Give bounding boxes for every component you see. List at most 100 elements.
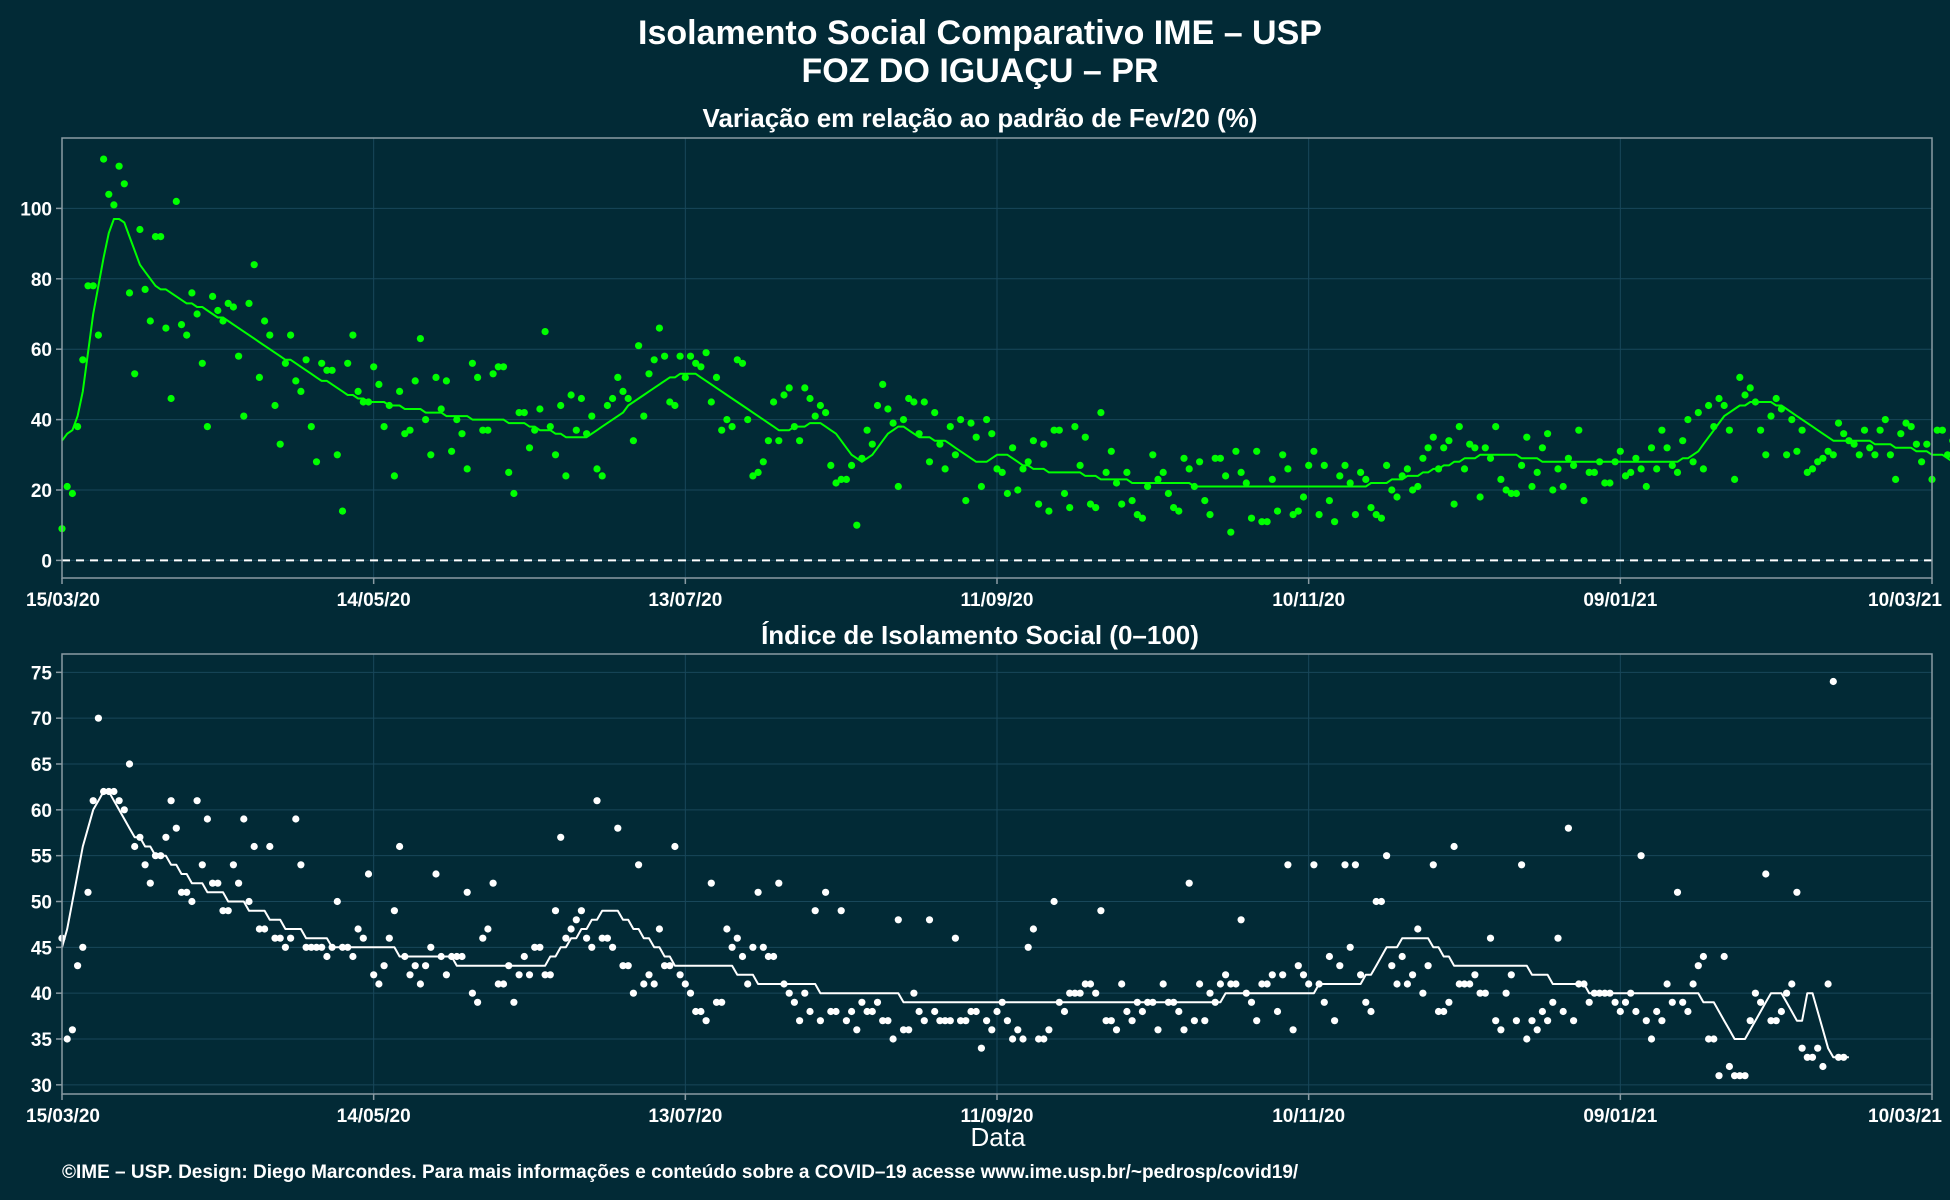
top-data-point [281, 359, 289, 367]
top-data-point [375, 380, 383, 388]
top-data-point [453, 416, 461, 424]
bottom-data-point [380, 962, 388, 970]
bottom-data-point [131, 842, 139, 851]
bottom-data-point [1544, 1017, 1552, 1025]
top-data-point [292, 377, 300, 385]
bottom-data-point [707, 879, 715, 887]
bottom-data-point [209, 879, 217, 887]
bottom-data-point [203, 815, 211, 823]
top-data-point [811, 412, 819, 420]
bottom-data-point [764, 952, 773, 961]
top-data-point [1492, 423, 1500, 431]
bottom-data-point [1746, 1017, 1754, 1025]
top-data-point [723, 416, 731, 424]
bottom-y-tick-label: 75 [31, 663, 53, 684]
top-data-point [416, 335, 424, 343]
bottom-data-point [692, 1007, 700, 1016]
top-data-point [899, 416, 908, 424]
bottom-data-point [1803, 1053, 1811, 1061]
bottom-data-point [281, 943, 289, 951]
top-data-point [344, 359, 352, 367]
top-data-point [1222, 472, 1230, 480]
bottom-data-point [1409, 971, 1417, 979]
top-y-tick-label: 0 [41, 551, 52, 572]
bottom-data-point [1081, 980, 1089, 988]
bottom-data-point [229, 861, 237, 869]
top-data-point [1497, 475, 1505, 483]
bottom-data-point [951, 934, 960, 942]
top-data-point [328, 366, 336, 374]
bottom-data-point [598, 934, 606, 942]
bottom-data-point [1512, 1017, 1520, 1025]
bottom-data-point [1019, 1035, 1027, 1043]
top-data-point [614, 373, 622, 381]
top-data-point [1227, 528, 1235, 536]
bottom-data-point [1299, 971, 1308, 979]
bottom-data-point [1247, 998, 1256, 1006]
bottom-data-point [650, 980, 658, 988]
bottom-data-point [1694, 962, 1702, 970]
top-data-point [1757, 426, 1765, 434]
bottom-data-point [1518, 861, 1526, 869]
bottom-data-point [1663, 980, 1671, 988]
top-data-point [266, 331, 274, 339]
bottom-data-point [1367, 1007, 1375, 1016]
top-y-tick-label: 40 [31, 411, 52, 432]
bottom-data-point [1284, 861, 1292, 869]
top-data-point [967, 419, 975, 427]
top-data-point [120, 180, 128, 188]
bottom-data-point [681, 980, 689, 988]
bottom-data-point [63, 1035, 71, 1043]
bottom-data-point [1112, 1026, 1121, 1034]
top-data-point [603, 401, 612, 410]
bottom-data-point [1050, 897, 1058, 906]
bottom-data-point [816, 1017, 825, 1025]
top-data-point [894, 482, 902, 491]
bottom-data-point [1258, 980, 1266, 988]
top-data-point [172, 197, 180, 205]
top-x-tick-label: 11/09/20 [961, 590, 1034, 611]
top-data-point [1590, 468, 1598, 476]
bottom-moving-average-line [61, 790, 1849, 1059]
top-data-point [510, 489, 518, 498]
bottom-y-tick-label: 70 [31, 709, 52, 730]
bottom-data-point [68, 1026, 76, 1034]
top-data-point [1902, 419, 1910, 427]
bottom-data-point [359, 934, 367, 942]
top-data-point [1486, 454, 1495, 462]
top-data-point [1866, 444, 1874, 452]
top-data-point [661, 352, 669, 360]
bottom-data-point [261, 925, 269, 933]
top-data-point [131, 370, 139, 378]
top-data-point [972, 433, 980, 441]
bottom-data-point [1705, 1035, 1713, 1043]
top-data-point [1403, 465, 1411, 473]
top-data-point [157, 233, 165, 241]
top-data-point [983, 416, 991, 424]
top-data-point [110, 201, 118, 209]
top-data-point [770, 398, 778, 406]
top-data-point [759, 458, 767, 466]
top-data-point [115, 162, 123, 170]
top-data-point [74, 423, 82, 431]
bottom-data-point [364, 870, 373, 878]
bottom-data-point [390, 907, 398, 915]
bottom-data-point [479, 934, 487, 942]
top-data-point [1216, 454, 1224, 462]
panel-top-title: Variação em relação ao padrão de Fev/20 … [703, 103, 1258, 133]
top-data-point [1673, 468, 1682, 476]
top-data-point [494, 363, 502, 371]
bottom-data-point [323, 952, 331, 961]
bottom-y-tick-label: 40 [31, 984, 52, 1005]
bottom-data-point [432, 870, 440, 878]
bottom-data-point [889, 1035, 897, 1043]
top-data-point [183, 331, 191, 339]
top-data-point [879, 380, 887, 388]
bottom-data-point [224, 907, 232, 915]
bottom-data-point [754, 888, 762, 896]
bottom-data-point [957, 1017, 965, 1025]
bottom-data-point [588, 943, 596, 951]
bottom-y-tick-label: 45 [31, 938, 53, 959]
bottom-y-tick-label: 65 [31, 755, 53, 776]
bottom-data-point [842, 1017, 851, 1025]
